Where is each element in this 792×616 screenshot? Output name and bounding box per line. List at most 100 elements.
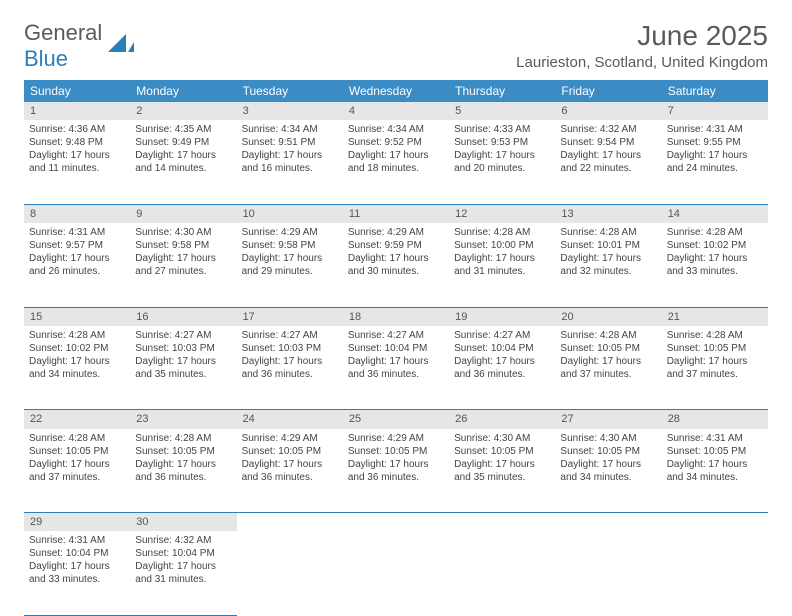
- day-ss: Sunset: 9:49 PM: [135, 136, 231, 149]
- day-number-cell: 29: [24, 513, 130, 532]
- day-d2: and 35 minutes.: [454, 471, 550, 484]
- day-content-cell: Sunrise: 4:27 AMSunset: 10:04 PMDaylight…: [449, 326, 555, 410]
- weekday-header: Monday: [130, 80, 236, 102]
- day-content-cell: Sunrise: 4:28 AMSunset: 10:02 PMDaylight…: [662, 223, 768, 307]
- day-sr: Sunrise: 4:28 AM: [135, 432, 231, 445]
- day-d1: Daylight: 17 hours: [29, 458, 125, 471]
- day-ss: Sunset: 10:05 PM: [454, 445, 550, 458]
- day-ss: Sunset: 10:02 PM: [29, 342, 125, 355]
- day-content-cell: Sunrise: 4:28 AMSunset: 10:02 PMDaylight…: [24, 326, 130, 410]
- day-d2: and 33 minutes.: [29, 573, 125, 586]
- weekday-header: Thursday: [449, 80, 555, 102]
- day-content-cell: Sunrise: 4:31 AMSunset: 10:05 PMDaylight…: [662, 429, 768, 513]
- day-content-cell: Sunrise: 4:31 AMSunset: 9:57 PMDaylight:…: [24, 223, 130, 307]
- day-content-cell: Sunrise: 4:31 AMSunset: 10:04 PMDaylight…: [24, 531, 130, 615]
- day-d1: Daylight: 17 hours: [560, 252, 656, 265]
- day-number-cell: 22: [24, 410, 130, 429]
- day-content-row: Sunrise: 4:31 AMSunset: 10:04 PMDaylight…: [24, 531, 768, 615]
- day-ss: Sunset: 10:05 PM: [348, 445, 444, 458]
- day-sr: Sunrise: 4:29 AM: [242, 226, 338, 239]
- day-sr: Sunrise: 4:31 AM: [667, 432, 763, 445]
- day-d1: Daylight: 17 hours: [560, 458, 656, 471]
- day-content-cell: Sunrise: 4:28 AMSunset: 10:00 PMDaylight…: [449, 223, 555, 307]
- day-d1: Daylight: 17 hours: [667, 458, 763, 471]
- weekday-header: Saturday: [662, 80, 768, 102]
- day-sr: Sunrise: 4:35 AM: [135, 123, 231, 136]
- day-content-cell: Sunrise: 4:32 AMSunset: 9:54 PMDaylight:…: [555, 120, 661, 204]
- day-number-cell: 8: [24, 204, 130, 223]
- logo-text-blue: Blue: [24, 46, 68, 71]
- day-number-cell: 6: [555, 102, 661, 120]
- day-sr: Sunrise: 4:28 AM: [29, 329, 125, 342]
- day-d2: and 36 minutes.: [242, 368, 338, 381]
- day-content-row: Sunrise: 4:31 AMSunset: 9:57 PMDaylight:…: [24, 223, 768, 307]
- day-content-cell: Sunrise: 4:28 AMSunset: 10:05 PMDaylight…: [555, 326, 661, 410]
- day-d2: and 36 minutes.: [348, 471, 444, 484]
- day-sr: Sunrise: 4:30 AM: [454, 432, 550, 445]
- day-ss: Sunset: 9:48 PM: [29, 136, 125, 149]
- day-sr: Sunrise: 4:28 AM: [667, 329, 763, 342]
- day-sr: Sunrise: 4:28 AM: [454, 226, 550, 239]
- day-number-cell: 27: [555, 410, 661, 429]
- day-ss: Sunset: 10:00 PM: [454, 239, 550, 252]
- day-number-cell: 24: [237, 410, 343, 429]
- day-d1: Daylight: 17 hours: [560, 149, 656, 162]
- day-ss: Sunset: 10:05 PM: [560, 342, 656, 355]
- day-content-cell: Sunrise: 4:36 AMSunset: 9:48 PMDaylight:…: [24, 120, 130, 204]
- day-d2: and 34 minutes.: [667, 471, 763, 484]
- day-number-cell: [662, 513, 768, 532]
- day-ss: Sunset: 9:59 PM: [348, 239, 444, 252]
- day-d2: and 33 minutes.: [667, 265, 763, 278]
- day-d2: and 11 minutes.: [29, 162, 125, 175]
- day-sr: Sunrise: 4:29 AM: [348, 226, 444, 239]
- day-sr: Sunrise: 4:32 AM: [560, 123, 656, 136]
- day-number-cell: [343, 513, 449, 532]
- day-ss: Sunset: 9:54 PM: [560, 136, 656, 149]
- day-d2: and 18 minutes.: [348, 162, 444, 175]
- day-sr: Sunrise: 4:33 AM: [454, 123, 550, 136]
- calendar-table: Sunday Monday Tuesday Wednesday Thursday…: [24, 80, 768, 616]
- day-number-cell: 18: [343, 307, 449, 326]
- day-ss: Sunset: 10:03 PM: [242, 342, 338, 355]
- day-number-cell: 2: [130, 102, 236, 120]
- day-content-cell: Sunrise: 4:29 AMSunset: 10:05 PMDaylight…: [343, 429, 449, 513]
- day-content-cell: Sunrise: 4:30 AMSunset: 10:05 PMDaylight…: [449, 429, 555, 513]
- day-ss: Sunset: 10:05 PM: [667, 342, 763, 355]
- logo-sail-icon: [108, 32, 134, 59]
- day-ss: Sunset: 10:03 PM: [135, 342, 231, 355]
- day-content-cell: Sunrise: 4:28 AMSunset: 10:01 PMDaylight…: [555, 223, 661, 307]
- day-number-cell: 3: [237, 102, 343, 120]
- day-d1: Daylight: 17 hours: [242, 149, 338, 162]
- day-number-cell: 28: [662, 410, 768, 429]
- day-sr: Sunrise: 4:28 AM: [560, 329, 656, 342]
- day-sr: Sunrise: 4:34 AM: [242, 123, 338, 136]
- day-number-cell: [237, 513, 343, 532]
- title-block: June 2025 Laurieston, Scotland, United K…: [516, 20, 768, 71]
- day-ss: Sunset: 10:05 PM: [135, 445, 231, 458]
- day-ss: Sunset: 10:04 PM: [135, 547, 231, 560]
- logo-text-general: General: [24, 20, 102, 45]
- day-d1: Daylight: 17 hours: [135, 560, 231, 573]
- day-d2: and 36 minutes.: [454, 368, 550, 381]
- day-d2: and 36 minutes.: [135, 471, 231, 484]
- day-number-cell: 12: [449, 204, 555, 223]
- day-d1: Daylight: 17 hours: [667, 355, 763, 368]
- day-d2: and 35 minutes.: [135, 368, 231, 381]
- day-d2: and 36 minutes.: [348, 368, 444, 381]
- day-number-cell: 17: [237, 307, 343, 326]
- day-d1: Daylight: 17 hours: [29, 149, 125, 162]
- day-sr: Sunrise: 4:27 AM: [135, 329, 231, 342]
- day-d2: and 32 minutes.: [560, 265, 656, 278]
- day-sr: Sunrise: 4:29 AM: [348, 432, 444, 445]
- day-content-cell: Sunrise: 4:34 AMSunset: 9:51 PMDaylight:…: [237, 120, 343, 204]
- day-d2: and 31 minutes.: [454, 265, 550, 278]
- day-ss: Sunset: 9:51 PM: [242, 136, 338, 149]
- day-ss: Sunset: 9:58 PM: [135, 239, 231, 252]
- day-d1: Daylight: 17 hours: [348, 149, 444, 162]
- day-sr: Sunrise: 4:30 AM: [135, 226, 231, 239]
- day-content-cell: Sunrise: 4:29 AMSunset: 9:58 PMDaylight:…: [237, 223, 343, 307]
- day-number-cell: 10: [237, 204, 343, 223]
- day-ss: Sunset: 10:04 PM: [348, 342, 444, 355]
- day-d1: Daylight: 17 hours: [242, 355, 338, 368]
- day-number-cell: 1: [24, 102, 130, 120]
